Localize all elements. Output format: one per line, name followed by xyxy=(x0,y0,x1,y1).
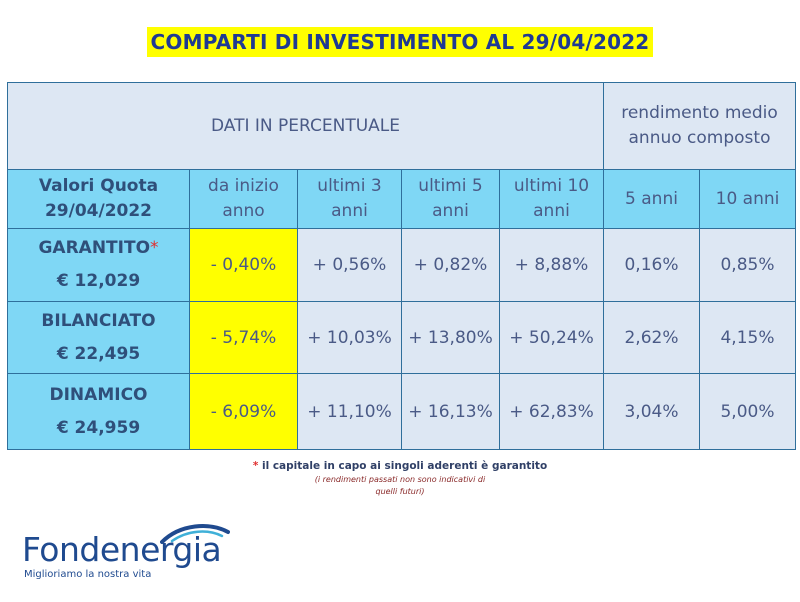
logo-wordmark: Fondenergia xyxy=(22,530,222,569)
table-row: BILANCIATO € 22,495 - 5,74% + 10,03% + 1… xyxy=(7,301,796,374)
column-5-anni: 5 anni xyxy=(603,169,700,229)
column-ultimi-3-anni: ultimi 3 anni xyxy=(297,169,402,229)
page-title: COMPARTI DI INVESTIMENTO AL 29/04/2022 xyxy=(146,27,654,57)
cell-u3: + 11,10% xyxy=(297,373,402,450)
footnote-star: * xyxy=(150,238,159,258)
swoosh-icon xyxy=(160,524,230,544)
fund-quota: € 24,959 xyxy=(56,417,141,438)
cell-u5: + 13,80% xyxy=(401,301,500,374)
past-returns-note: (i rendimenti passati non sono indicativ… xyxy=(314,475,486,496)
cell-a5: 3,04% xyxy=(603,373,700,450)
dati-percentuale-header: DATI IN PERCENTUALE xyxy=(7,82,604,170)
fund-name: BILANCIATO xyxy=(41,310,156,331)
fund-name: GARANTITO xyxy=(38,238,151,258)
cell-u10: + 50,24% xyxy=(499,301,604,374)
cell-inizio: - 5,74% xyxy=(189,301,298,374)
fund-quota: € 22,495 xyxy=(56,343,141,364)
cell-u3: + 0,56% xyxy=(297,228,402,302)
cell-a10: 4,15% xyxy=(699,301,796,374)
investment-table: DATI IN PERCENTUALE rendimento medio ann… xyxy=(7,82,796,450)
rendimento-header: rendimento medio annuo composto xyxy=(603,82,796,170)
cell-u3: + 10,03% xyxy=(297,301,402,374)
row-header-dinamico: DINAMICO € 24,959 xyxy=(7,373,190,450)
table-row: GARANTITO* € 12,029 - 0,40% + 0,56% + 0,… xyxy=(7,228,796,302)
column-da-inizio-anno: da inizio anno xyxy=(189,169,298,229)
cell-a5: 2,62% xyxy=(603,301,700,374)
cell-u5: + 0,82% xyxy=(401,228,500,302)
logo-tagline: Miglioriamo la nostra vita xyxy=(24,569,152,580)
cell-u10: + 8,88% xyxy=(499,228,604,302)
cell-u5: + 16,13% xyxy=(401,373,500,450)
cell-u10: + 62,83% xyxy=(499,373,604,450)
cell-a5: 0,16% xyxy=(603,228,700,302)
column-ultimi-5-anni: ultimi 5 anni xyxy=(401,169,500,229)
fund-name: DINAMICO xyxy=(49,384,148,405)
table-row: DINAMICO € 24,959 - 6,09% + 11,10% + 16,… xyxy=(7,373,796,450)
row-header-garantito: GARANTITO* € 12,029 xyxy=(7,228,190,302)
column-ultimi-10-anni: ultimi 10 anni xyxy=(499,169,604,229)
cell-inizio: - 6,09% xyxy=(189,373,298,450)
fondenergia-logo: Fondenergia Miglioriamo la nostra vita xyxy=(22,522,272,582)
cell-a10: 5,00% xyxy=(699,373,796,450)
column-valori-quota: Valori Quota 29/04/2022 xyxy=(7,169,190,229)
cell-inizio: - 0,40% xyxy=(189,228,298,302)
cell-a10: 0,85% xyxy=(699,228,796,302)
column-10-anni: 10 anni xyxy=(699,169,796,229)
fund-quota: € 12,029 xyxy=(56,271,141,291)
guarantee-note: * il capitale in capo ai singoli aderent… xyxy=(252,460,548,472)
row-header-bilanciato: BILANCIATO € 22,495 xyxy=(7,301,190,374)
